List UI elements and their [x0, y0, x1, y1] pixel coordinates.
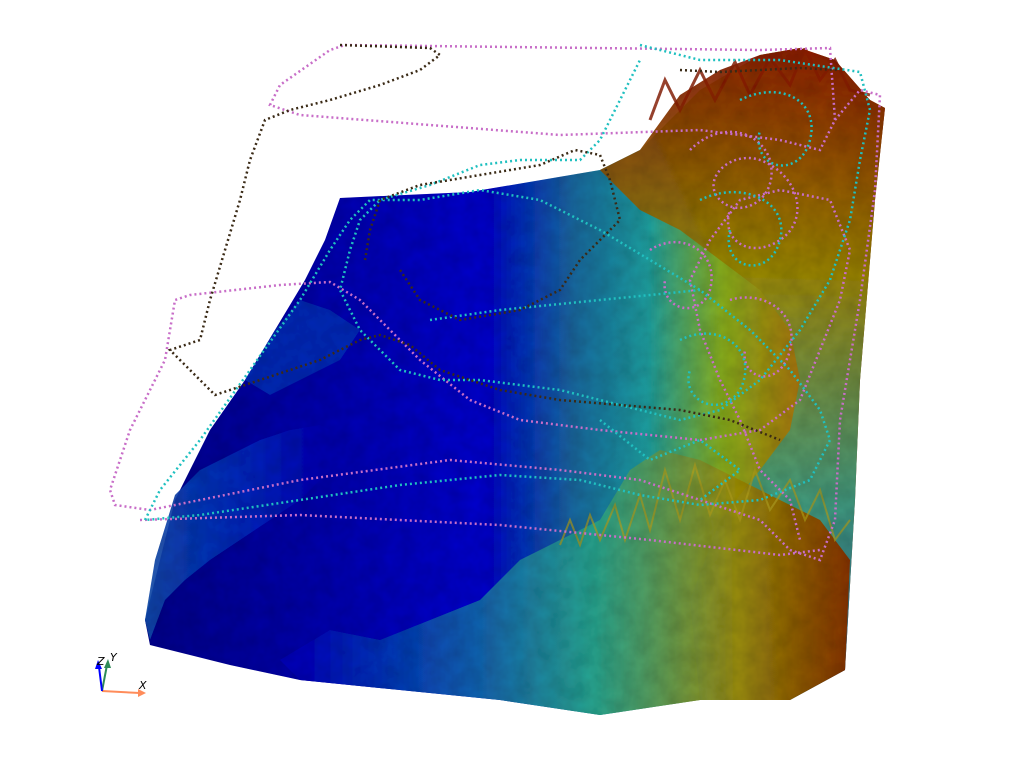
- trajectory-cyan-loops: [429, 90, 813, 501]
- terrain-front-ridges: [280, 450, 850, 715]
- z-axis-label: Z: [96, 655, 105, 668]
- x-axis-label: X: [138, 679, 147, 692]
- z-axis-arrow: [98, 666, 103, 692]
- x-axis-arrowhead: [138, 689, 146, 697]
- terrain-surface: [145, 44, 885, 715]
- orientation-axes-widget: X Y Z: [95, 651, 147, 697]
- x-axis-arrow: [101, 690, 141, 694]
- trajectory-brown: [167, 43, 841, 442]
- z-axis-arrowhead: [95, 660, 102, 669]
- y-axis-arrow: [101, 664, 108, 692]
- trajectory-pink-loops: [139, 130, 821, 557]
- y-axis-arrowhead: [104, 659, 111, 668]
- trajectory-cyan: [143, 43, 872, 522]
- terrain-spikes-2: [648, 44, 871, 121]
- trajectory-group: [108, 43, 882, 562]
- terrain-left-ridges-2: [245, 300, 360, 395]
- y-axis-label: Y: [110, 651, 118, 664]
- terrain-left-ridges: [145, 425, 350, 640]
- terrain-spikes: [559, 461, 851, 548]
